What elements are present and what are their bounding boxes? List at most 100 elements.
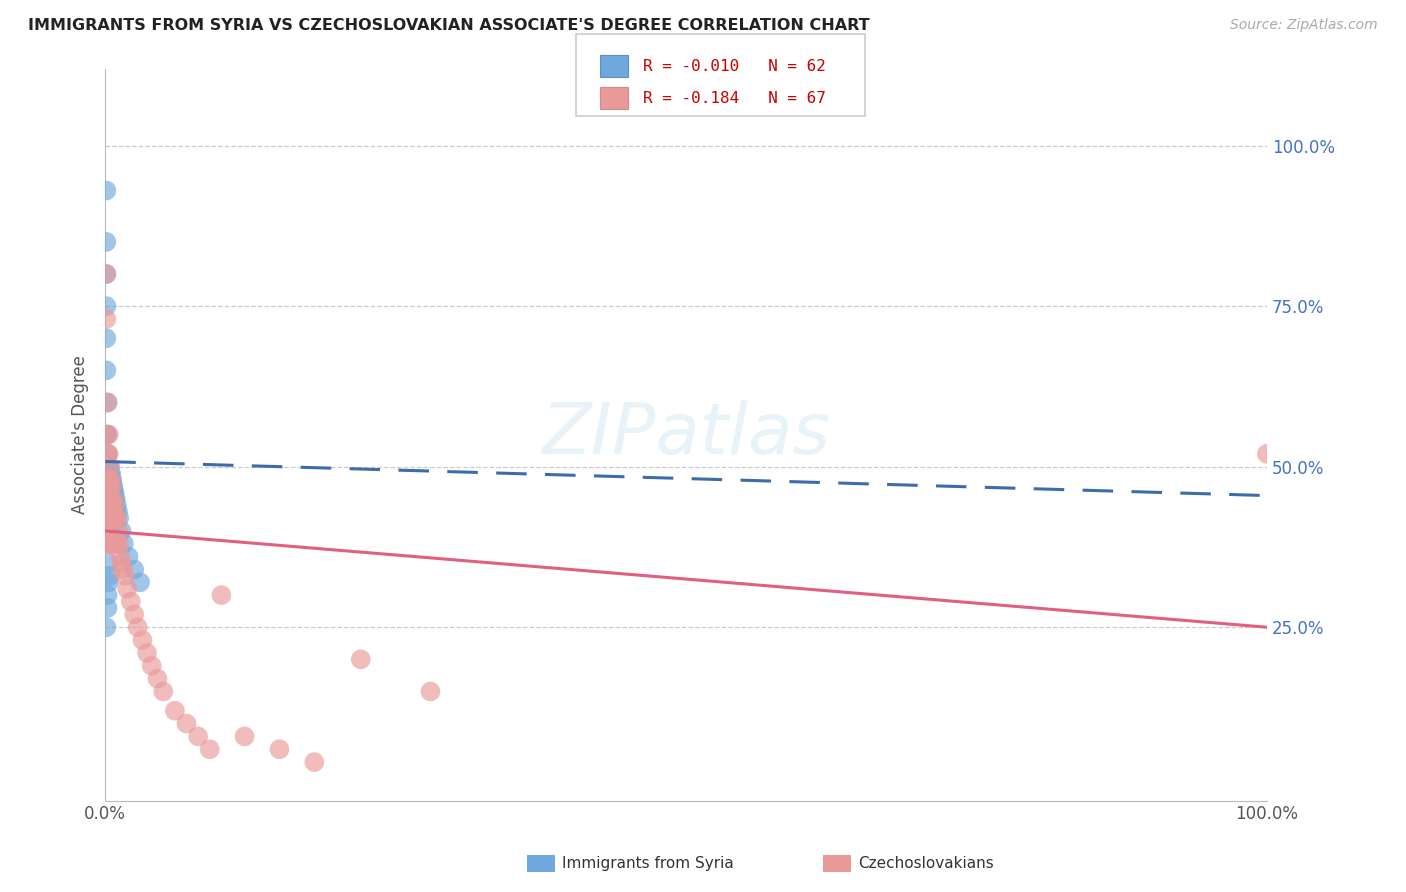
Point	[97, 556, 120, 570]
Point	[136, 646, 159, 660]
Point	[187, 730, 209, 744]
Point	[97, 498, 120, 512]
Text: R = -0.010   N = 62: R = -0.010 N = 62	[643, 59, 825, 74]
Point	[103, 485, 125, 500]
Point	[96, 447, 118, 461]
Point	[117, 549, 139, 564]
Point	[100, 537, 122, 551]
Point	[111, 562, 134, 576]
Point	[103, 511, 125, 525]
Point	[103, 491, 125, 506]
Point	[97, 427, 120, 442]
Point	[96, 395, 118, 409]
Point	[129, 575, 152, 590]
Point	[96, 479, 118, 493]
Text: Immigrants from Syria: Immigrants from Syria	[562, 856, 734, 871]
Point	[419, 684, 441, 698]
Point	[96, 601, 118, 615]
Point	[96, 459, 118, 474]
Point	[97, 459, 120, 474]
Point	[233, 730, 256, 744]
Point	[98, 459, 121, 474]
Point	[100, 479, 122, 493]
Point	[98, 479, 121, 493]
Point	[103, 505, 125, 519]
Point	[98, 459, 121, 474]
Point	[107, 505, 129, 519]
Point	[108, 511, 131, 525]
Point	[163, 704, 186, 718]
Point	[114, 569, 136, 583]
Point	[101, 479, 124, 493]
Point	[97, 491, 120, 506]
Point	[104, 537, 127, 551]
Text: Czechoslovakians: Czechoslovakians	[858, 856, 994, 871]
Point	[1256, 447, 1278, 461]
Point	[101, 498, 124, 512]
Point	[100, 473, 122, 487]
Point	[103, 485, 125, 500]
Point	[127, 620, 149, 634]
Point	[103, 537, 125, 551]
Point	[110, 556, 132, 570]
Point	[97, 473, 120, 487]
Point	[97, 459, 120, 474]
Point	[100, 491, 122, 506]
Point	[97, 485, 120, 500]
Point	[103, 491, 125, 506]
Point	[110, 524, 132, 538]
Point	[96, 267, 118, 281]
Point	[350, 652, 373, 666]
Point	[100, 466, 122, 480]
Point	[96, 427, 118, 442]
Point	[96, 459, 118, 474]
Point	[97, 505, 120, 519]
Point	[209, 588, 232, 602]
Point	[101, 537, 124, 551]
Point	[96, 267, 118, 281]
Point	[96, 427, 118, 442]
Point	[101, 473, 124, 487]
Point	[96, 588, 118, 602]
Point	[103, 479, 125, 493]
Point	[108, 537, 131, 551]
Point	[96, 473, 118, 487]
Point	[97, 473, 120, 487]
Point	[97, 485, 120, 500]
Point	[98, 479, 121, 493]
Point	[101, 511, 124, 525]
Point	[96, 491, 118, 506]
Point	[141, 658, 163, 673]
Point	[100, 491, 122, 506]
Point	[96, 331, 118, 345]
Point	[96, 511, 118, 525]
Text: ZIPatlas: ZIPatlas	[541, 401, 831, 469]
Point	[105, 498, 128, 512]
Point	[98, 485, 121, 500]
Point	[120, 594, 142, 608]
Point	[105, 537, 128, 551]
Point	[101, 485, 124, 500]
Point	[96, 505, 118, 519]
Point	[97, 505, 120, 519]
Point	[98, 511, 121, 525]
Point	[105, 511, 128, 525]
Point	[96, 427, 118, 442]
Point	[122, 562, 145, 576]
Point	[104, 511, 127, 525]
Point	[97, 447, 120, 461]
Point	[101, 479, 124, 493]
Y-axis label: Associate's Degree: Associate's Degree	[72, 355, 89, 514]
Point	[96, 447, 118, 461]
Point	[98, 537, 121, 551]
Point	[100, 485, 122, 500]
Point	[131, 633, 153, 648]
Point	[97, 491, 120, 506]
Point	[96, 620, 118, 634]
Point	[103, 491, 125, 506]
Point	[97, 537, 120, 551]
Point	[117, 582, 139, 596]
Point	[198, 742, 221, 756]
Point	[96, 184, 118, 198]
Point	[97, 575, 120, 590]
